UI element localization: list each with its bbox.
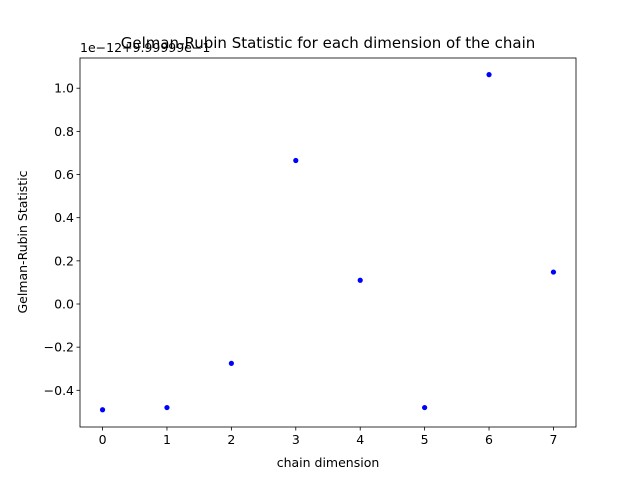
x-tick-label: 4 (356, 432, 364, 447)
data-point (164, 404, 170, 411)
y-tick-label: 1.0 (54, 81, 74, 96)
y-tick-label: −0.2 (44, 340, 74, 355)
data-point (550, 269, 557, 275)
y-tick-label: −0.4 (44, 383, 74, 398)
x-tick-label: 3 (292, 432, 300, 447)
data-point (422, 404, 428, 411)
y-tick-label: 0.0 (54, 297, 74, 312)
y-axis-offset-label: 1e−12+9.99999e−1 (80, 40, 210, 55)
data-points (99, 72, 557, 413)
data-point (99, 407, 106, 413)
x-axis-label: chain dimension (277, 455, 380, 470)
data-point (228, 360, 234, 366)
data-point (486, 72, 492, 78)
x-tick-label: 5 (421, 432, 429, 447)
x-tick-label: 2 (227, 432, 235, 447)
x-tick-label: 0 (99, 432, 107, 447)
y-axis-label: Gelman-Rubin Statistic (15, 170, 30, 313)
x-tick-label: 7 (549, 432, 557, 447)
y-tick-label: 0.4 (54, 210, 74, 225)
y-tick-label: 0.2 (54, 253, 74, 268)
x-tick-label: 1 (163, 432, 171, 447)
data-point (357, 277, 363, 283)
x-tick-label: 6 (485, 432, 493, 447)
y-axis: −0.4 −0.2 0.0 0.2 0.4 0.6 0.8 1.0 (44, 81, 80, 398)
x-axis: 0 1 2 3 4 5 6 7 (99, 427, 557, 447)
chart-title: Gelman-Rubin Statistic for each dimensio… (121, 34, 536, 52)
plot-area (79, 57, 577, 428)
y-tick-label: 0.6 (54, 167, 74, 182)
data-point (293, 157, 299, 164)
plot-frame (79, 57, 577, 428)
y-tick-label: 0.8 (54, 124, 74, 139)
